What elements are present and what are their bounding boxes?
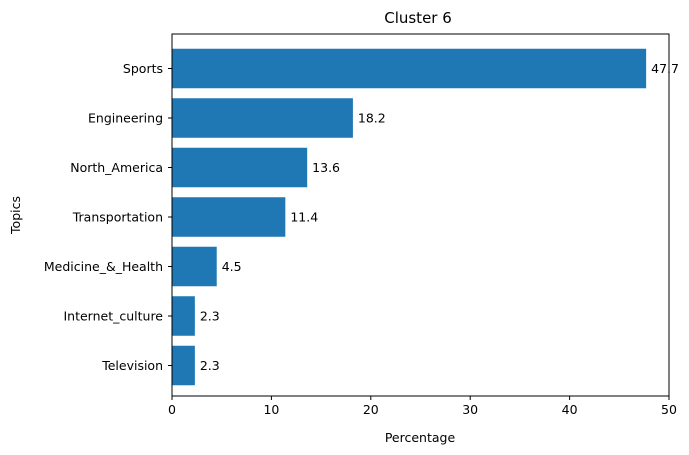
- x-tick-label-5: 50: [661, 402, 677, 417]
- bar-6: [172, 345, 195, 386]
- x-tick-label-1: 10: [263, 402, 279, 417]
- x-axis-ticks: 0 10 20 30 40 50: [168, 396, 677, 417]
- y-tick-label-5: Internet_culture: [63, 309, 163, 324]
- y-tick-label-0: Sports: [123, 61, 163, 76]
- data-label-6: 2.3: [200, 358, 220, 373]
- data-labels-group: 47.7 18.2 13.6 11.4 4.5 2.3 2.3: [200, 61, 679, 373]
- data-label-4: 4.5: [222, 259, 242, 274]
- bar-1: [172, 98, 353, 138]
- x-tick-label-4: 40: [562, 402, 578, 417]
- data-label-3: 11.4: [290, 210, 318, 225]
- bar-0: [172, 48, 647, 89]
- data-label-0: 47.7: [651, 61, 679, 76]
- bar-2: [172, 147, 308, 188]
- y-tick-label-6: Television: [101, 358, 163, 373]
- x-tick-label-0: 0: [168, 402, 176, 417]
- plot-frame: [171, 33, 670, 397]
- chart-title: Cluster 6: [384, 9, 452, 27]
- x-tick-label-3: 30: [462, 402, 478, 417]
- x-tick-label-2: 20: [363, 402, 379, 417]
- bar-4: [172, 246, 217, 287]
- data-label-1: 18.2: [358, 111, 386, 126]
- bars-group: [172, 48, 647, 386]
- bar-3: [172, 197, 286, 237]
- y-tick-label-3: Transportation: [72, 210, 163, 225]
- y-tick-label-2: North_America: [70, 160, 163, 175]
- y-tick-label-4: Medicine_&_Health: [44, 259, 163, 274]
- y-axis-title: Topics: [8, 196, 23, 235]
- y-tick-label-1: Engineering: [88, 111, 163, 126]
- y-axis-ticks: Sports Engineering North_America Transporta…: [44, 61, 172, 373]
- data-label-2: 13.6: [312, 160, 340, 175]
- x-axis-title: Percentage: [385, 430, 456, 445]
- data-label-5: 2.3: [200, 309, 220, 324]
- bar-5: [172, 296, 195, 336]
